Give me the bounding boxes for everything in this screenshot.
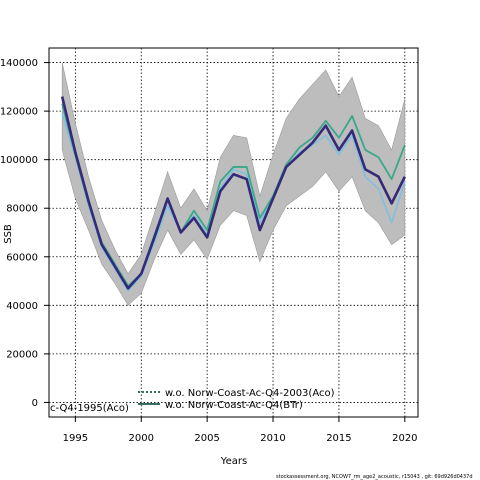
legend: c-Q4-1995(Aco) w.o. Norw-Coast-Ac-Q4-2003… — [50, 388, 335, 414]
y-tick-label: 140000 — [0, 58, 38, 69]
x-tick-label: 1995 — [63, 433, 88, 444]
legend-label: c-Q4-1995(Aco) — [50, 403, 129, 414]
confidence-band — [61, 62, 406, 306]
x-axis-label: Years — [220, 456, 247, 467]
legend-label: w.o. Norw-Coast-Ac-Q4(BTr) — [165, 400, 303, 411]
y-tick-label: 100000 — [0, 155, 38, 166]
y-tick-label: 40000 — [6, 301, 38, 312]
x-tick-label: 2020 — [392, 433, 417, 444]
x-tick-label: 2000 — [129, 433, 154, 444]
series-lines — [60, 96, 406, 292]
y-tick-label: 20000 — [6, 349, 38, 360]
y-tick-label: 0 — [32, 398, 38, 409]
legend-label: w.o. Norw-Coast-Ac-Q4-2003(Aco) — [165, 388, 335, 399]
y-tick-label: 80000 — [6, 204, 38, 215]
y-axis-label: SSB — [3, 224, 14, 244]
footer-text: stockassessment.org, NCOW7_rm_age2_acous… — [276, 474, 473, 480]
x-axis: 1995 2000 2005 2010 2015 2020 — [63, 417, 418, 444]
x-tick-label: 2005 — [194, 433, 219, 444]
confidence-band-area — [61, 62, 406, 306]
y-tick-label: 120000 — [0, 107, 38, 118]
y-axis: 0 20000 40000 60000 80000 100000 120000 140000 — [0, 58, 49, 409]
x-tick-label: 2015 — [326, 433, 351, 444]
x-tick-label: 2010 — [260, 433, 285, 444]
plot-frame — [48, 47, 419, 418]
y-tick-label: 60000 — [6, 252, 38, 263]
series-line-0 — [60, 96, 406, 290]
